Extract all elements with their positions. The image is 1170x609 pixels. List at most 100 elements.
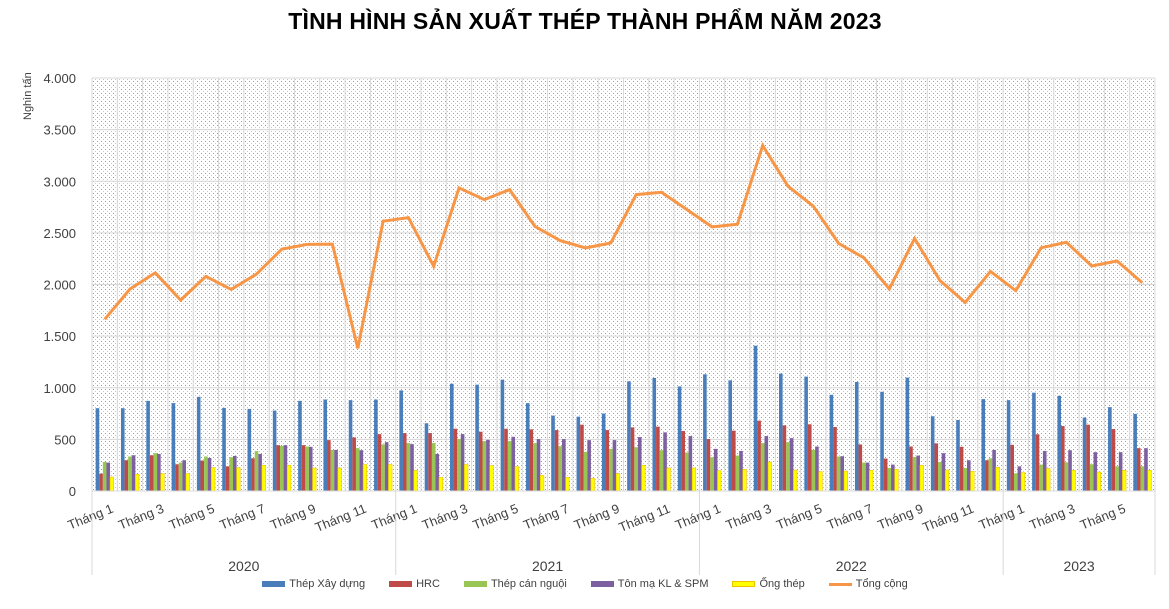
bar	[710, 457, 714, 491]
bar	[627, 381, 631, 491]
bar	[120, 408, 125, 491]
year-label: 2023	[1063, 558, 1094, 574]
bar	[384, 442, 389, 491]
bar	[337, 467, 342, 492]
bar	[233, 455, 237, 491]
bar	[362, 464, 368, 492]
bar	[334, 449, 338, 491]
bar	[615, 473, 621, 492]
bar	[862, 462, 866, 491]
x-tick-label: Tháng 3	[724, 501, 774, 533]
bar	[424, 423, 429, 491]
bar	[381, 444, 385, 491]
bar	[175, 464, 179, 491]
bar	[131, 455, 136, 491]
bar	[128, 456, 132, 491]
legend-item-ton-ma: Tôn mạ KL & SPM	[590, 578, 708, 590]
bar	[609, 448, 613, 491]
bar	[399, 390, 403, 491]
x-tick-label: Tháng 1	[673, 501, 723, 533]
bar	[684, 452, 689, 491]
bar	[308, 446, 313, 491]
bar	[185, 473, 190, 492]
bar	[641, 464, 646, 492]
bar	[735, 455, 740, 491]
bar	[1093, 452, 1098, 491]
legend-swatch-icon	[590, 581, 614, 587]
bar	[529, 429, 534, 491]
x-tick-label: Tháng 5	[167, 501, 217, 533]
bar	[428, 433, 432, 491]
bar	[330, 449, 335, 491]
bar	[985, 460, 989, 491]
bar	[204, 456, 208, 491]
bar	[930, 416, 935, 491]
bar	[1111, 429, 1116, 491]
bar	[1133, 413, 1137, 491]
bar	[457, 439, 461, 491]
bar	[807, 424, 812, 491]
bar	[1035, 434, 1040, 491]
bar	[558, 446, 563, 491]
bar	[988, 458, 993, 491]
bar	[753, 345, 758, 491]
bar	[406, 443, 411, 491]
bar	[478, 431, 483, 491]
x-tick-label: Tháng 5	[1078, 501, 1128, 533]
y-tick-label: 3.000	[43, 174, 76, 189]
bar	[966, 460, 971, 491]
chart-title: TÌNH HÌNH SẢN XUẤT THÉP THÀNH PHẨM NĂM 2…	[288, 8, 882, 34]
bar	[1057, 395, 1062, 491]
bar	[327, 440, 331, 491]
bar	[149, 455, 154, 491]
bar	[540, 475, 545, 492]
bar	[1032, 392, 1036, 491]
bar	[688, 436, 693, 491]
x-tick-label: Tháng 7	[825, 501, 875, 533]
bar	[811, 449, 816, 491]
bar	[1046, 468, 1051, 492]
bar	[1118, 452, 1123, 491]
bar	[352, 437, 356, 491]
bar	[438, 477, 443, 492]
bar	[956, 419, 960, 491]
bar	[225, 466, 230, 491]
bar	[1086, 424, 1090, 491]
bar	[1108, 407, 1112, 491]
bar	[590, 478, 595, 492]
bar	[504, 428, 508, 491]
bar	[1042, 450, 1047, 491]
bar	[782, 425, 787, 491]
legend-item-thep-xay-dung: Thép Xây dựng	[262, 578, 365, 590]
bar	[1147, 470, 1152, 492]
bar	[919, 464, 924, 492]
bar	[236, 467, 241, 492]
bar	[388, 464, 393, 492]
bar	[1140, 466, 1145, 491]
bar	[486, 439, 490, 491]
bar	[377, 434, 382, 491]
bar	[630, 427, 635, 491]
bar	[261, 464, 266, 492]
bar	[666, 467, 671, 492]
bar	[1115, 466, 1119, 491]
bar	[1068, 450, 1072, 491]
bar	[258, 453, 262, 491]
bar	[182, 460, 186, 491]
bar	[605, 430, 610, 491]
bar	[109, 476, 114, 492]
bar	[739, 450, 743, 491]
bar	[359, 450, 364, 491]
bar	[254, 451, 259, 491]
bar	[938, 461, 942, 491]
bar	[146, 400, 150, 491]
bar	[507, 441, 512, 491]
x-tick-label: Tháng 11	[313, 501, 369, 535]
year-label: 2022	[836, 558, 867, 574]
bar	[656, 426, 660, 491]
legend-item-ong-thep: Ống thép	[732, 578, 805, 590]
bar	[934, 443, 939, 491]
bar	[374, 399, 378, 491]
bar	[460, 434, 465, 491]
bar	[554, 430, 559, 491]
